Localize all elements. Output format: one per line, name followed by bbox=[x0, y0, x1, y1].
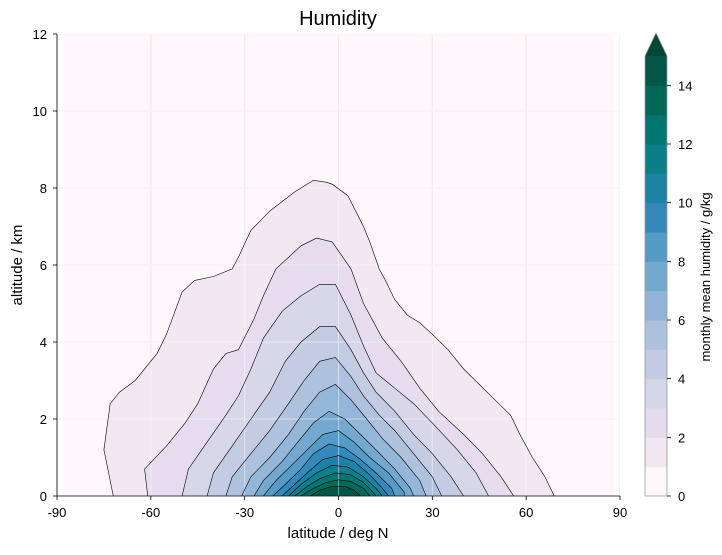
y-axis-label: altitude / km bbox=[9, 225, 26, 306]
colorbar-tick-label: 0 bbox=[678, 489, 685, 504]
colorbar-tick-label: 12 bbox=[678, 137, 692, 152]
colorbar-segment bbox=[645, 144, 667, 174]
y-tick-label: 4 bbox=[40, 335, 47, 350]
grid-overlay bbox=[57, 34, 620, 496]
colorbar-segment bbox=[645, 261, 667, 292]
colorbar-segment bbox=[645, 290, 667, 321]
x-tick-label: 0 bbox=[335, 505, 342, 520]
colorbar-tick-label: 4 bbox=[678, 372, 685, 387]
contour-line-1 bbox=[103, 179, 555, 496]
x-axis: -90 -60 -30 0 30 60 90 bbox=[48, 495, 627, 520]
colorbar-segment bbox=[645, 232, 667, 262]
contour-line-4 bbox=[206, 326, 464, 496]
contour-band-14 bbox=[310, 486, 361, 496]
contour-line-8 bbox=[263, 430, 405, 496]
contour-line-6 bbox=[241, 384, 427, 496]
colorbar-segment bbox=[645, 437, 667, 468]
colorbar-tick-label: 2 bbox=[678, 430, 685, 445]
y-tick-label: 10 bbox=[33, 104, 47, 119]
colorbar-segment bbox=[645, 378, 667, 409]
y-tick-label: 6 bbox=[40, 258, 47, 273]
colorbar-segment bbox=[645, 466, 667, 497]
contour-line-11 bbox=[288, 464, 383, 496]
contour-line-13 bbox=[300, 479, 371, 496]
contour-line-9 bbox=[272, 443, 396, 496]
contour-line-12 bbox=[294, 472, 377, 496]
colorbar-segment bbox=[645, 173, 667, 204]
colorbar-tick-label: 6 bbox=[678, 313, 685, 328]
colorbar-segment bbox=[645, 320, 667, 350]
y-tick-label: 0 bbox=[40, 489, 47, 504]
colorbar-tick-label: 10 bbox=[678, 196, 692, 211]
colorbar-extend-arrow bbox=[645, 33, 667, 56]
y-tick-label: 8 bbox=[40, 181, 47, 196]
colorbar: 0 2 4 6 8 10 12 14 bbox=[644, 32, 692, 504]
contour-line-10 bbox=[281, 455, 389, 496]
x-tick-label: 30 bbox=[425, 505, 439, 520]
y-tick-label: 2 bbox=[40, 412, 47, 427]
x-tick-label: 60 bbox=[519, 505, 533, 520]
y-axis: 0 2 4 6 8 10 12 bbox=[33, 27, 58, 504]
colorbar-segment bbox=[645, 349, 667, 380]
x-axis-label: latitude / deg N bbox=[288, 525, 389, 542]
contour-line-3 bbox=[181, 284, 489, 496]
colorbar-tick-label: 14 bbox=[678, 78, 692, 93]
x-tick-label: 90 bbox=[613, 505, 627, 520]
chart-title: Humidity bbox=[299, 8, 377, 30]
contour-line-7 bbox=[253, 410, 414, 496]
colorbar-segment bbox=[645, 85, 667, 116]
colorbar-segment bbox=[645, 56, 667, 86]
x-tick-label: -30 bbox=[235, 505, 254, 520]
colorbar-outline bbox=[644, 32, 668, 497]
colorbar-segment bbox=[645, 202, 667, 233]
x-tick-label: -60 bbox=[141, 505, 160, 520]
plot-area bbox=[57, 34, 620, 496]
y-tick-label: 12 bbox=[33, 27, 47, 42]
colorbar-tick-label: 8 bbox=[678, 254, 685, 269]
x-tick-label: -90 bbox=[48, 505, 67, 520]
contour-line-14 bbox=[310, 486, 361, 496]
colorbar-segment bbox=[645, 114, 667, 145]
contour-line-5 bbox=[225, 357, 442, 496]
colorbar-segment bbox=[645, 408, 667, 438]
contour-line-2 bbox=[144, 237, 514, 496]
colorbar-label: monthly mean humidity / g/kg bbox=[698, 192, 713, 361]
